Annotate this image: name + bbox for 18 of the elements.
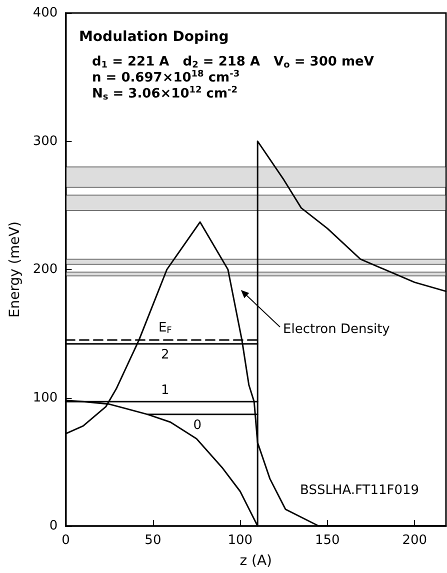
y-tick-label: 400	[32, 6, 58, 20]
text: Modulation Doping	[79, 29, 229, 45]
annotation: Electron Density	[283, 322, 390, 337]
y-tick-label: 100	[32, 390, 58, 406]
y-tick-label: 200	[32, 262, 58, 277]
series-label: 1	[161, 383, 170, 398]
x-tick-label: 50	[144, 533, 162, 548]
x-tick-label: 0	[62, 533, 70, 548]
x-tick-label: 150	[314, 533, 340, 548]
annotation: BSSLHA.FT11F019	[300, 483, 420, 498]
x-tick-label: 100	[228, 533, 253, 548]
y-axis-title: Energy (meV)	[7, 221, 23, 318]
series-label: 2	[161, 347, 170, 362]
x-tick-label: 200	[402, 533, 428, 548]
y-tick-label: 0	[49, 518, 58, 534]
y-tick-label: 300	[32, 134, 58, 149]
x-axis-title: z (A)	[240, 553, 272, 569]
series-label: 0	[193, 418, 202, 433]
